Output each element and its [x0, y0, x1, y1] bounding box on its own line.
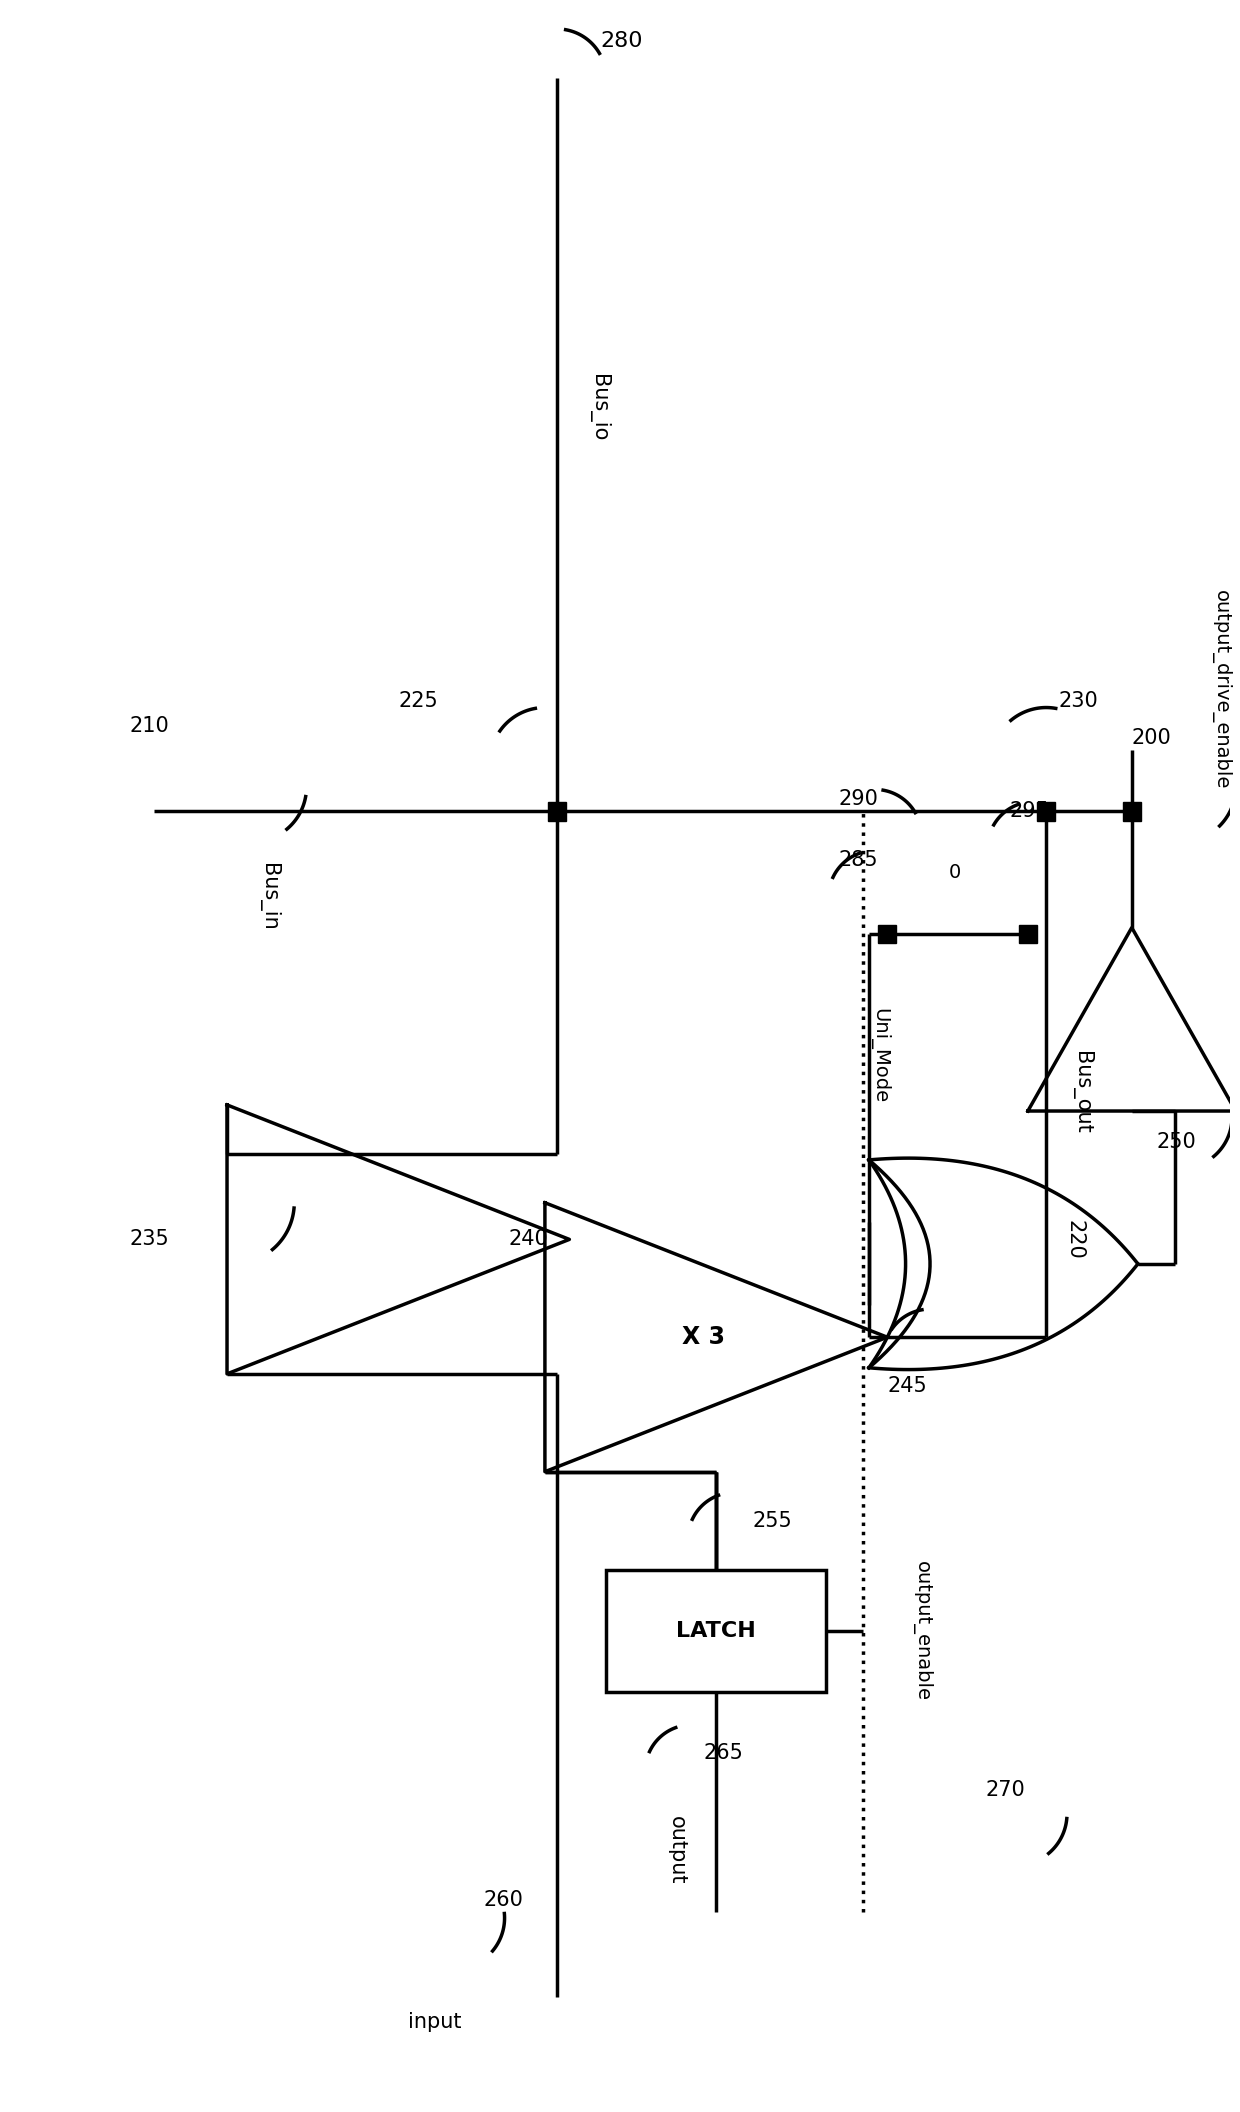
Text: 295: 295 [1009, 800, 1049, 822]
Text: 280: 280 [600, 32, 642, 51]
Text: output: output [667, 1816, 687, 1886]
Text: Uni_Mode: Uni_Mode [869, 1007, 889, 1105]
Bar [606, 1569, 826, 1692]
Text: 260: 260 [484, 1890, 523, 1909]
Text: output_enable: output_enable [911, 1561, 931, 1700]
Text: output_drive_enable: output_drive_enable [1211, 589, 1231, 790]
Text: input: input [408, 2013, 461, 2032]
Text: 290: 290 [838, 790, 878, 809]
Bar [1019, 925, 1037, 942]
Text: 225: 225 [398, 691, 438, 712]
Text: 200: 200 [1132, 729, 1172, 748]
Text: X 3: X 3 [682, 1324, 725, 1350]
Bar [1122, 803, 1141, 822]
Bar [1037, 803, 1055, 822]
Text: 265: 265 [704, 1742, 744, 1764]
Text: 235: 235 [129, 1229, 169, 1250]
Text: Bus_io: Bus_io [588, 374, 609, 441]
Text: 255: 255 [753, 1510, 792, 1531]
Text: 220: 220 [1065, 1219, 1085, 1259]
Text: 230: 230 [1059, 691, 1099, 712]
Text: Bus_in: Bus_in [258, 864, 279, 931]
Text: Bus_out: Bus_out [1070, 1052, 1091, 1134]
Text: 285: 285 [838, 851, 878, 870]
Text: 270: 270 [985, 1780, 1024, 1799]
Bar [548, 803, 567, 822]
Text: LATCH: LATCH [676, 1620, 756, 1641]
Text: 245: 245 [888, 1377, 928, 1396]
Bar [878, 925, 897, 942]
Text: 210: 210 [129, 716, 169, 735]
Text: 240: 240 [508, 1229, 548, 1250]
Text: 0: 0 [949, 864, 961, 883]
Text: 250: 250 [1156, 1132, 1197, 1151]
